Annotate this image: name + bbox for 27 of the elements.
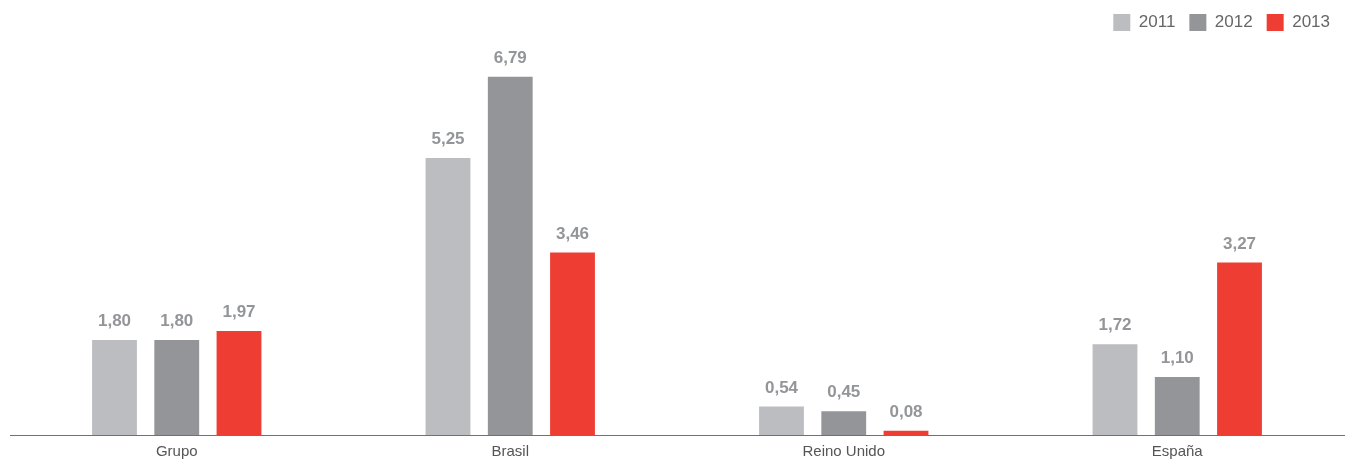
data-label: 0,45 xyxy=(827,382,861,402)
bar xyxy=(154,340,200,435)
x-tick-label: España xyxy=(1151,442,1204,460)
data-label: 1,10 xyxy=(1160,348,1194,368)
data-label: 0,54 xyxy=(764,377,799,397)
x-tick-label: Reino Unido xyxy=(802,442,886,460)
bar xyxy=(1092,344,1138,435)
data-label: 0,08 xyxy=(889,401,923,421)
bar xyxy=(425,158,471,435)
bar xyxy=(487,76,533,435)
x-tick-label: Brasil xyxy=(491,442,530,460)
data-label: 1,80 xyxy=(160,311,194,331)
data-label: 1,72 xyxy=(1098,315,1132,335)
x-tick-label: Grupo xyxy=(155,442,198,460)
bar xyxy=(821,411,867,435)
legend-label: 2013 xyxy=(1292,12,1331,32)
legend-label: 2012 xyxy=(1214,12,1253,32)
data-label: 3,46 xyxy=(555,223,590,243)
bar xyxy=(1154,376,1200,435)
data-label: 6,79 xyxy=(493,48,527,68)
bar xyxy=(759,406,804,435)
data-label: 1,80 xyxy=(97,311,132,331)
legend-label: 2011 xyxy=(1138,12,1176,32)
data-label: 1,97 xyxy=(222,302,256,322)
bar xyxy=(92,340,137,435)
data-label: 5,25 xyxy=(431,129,465,149)
data-label: 3,27 xyxy=(1222,233,1257,253)
